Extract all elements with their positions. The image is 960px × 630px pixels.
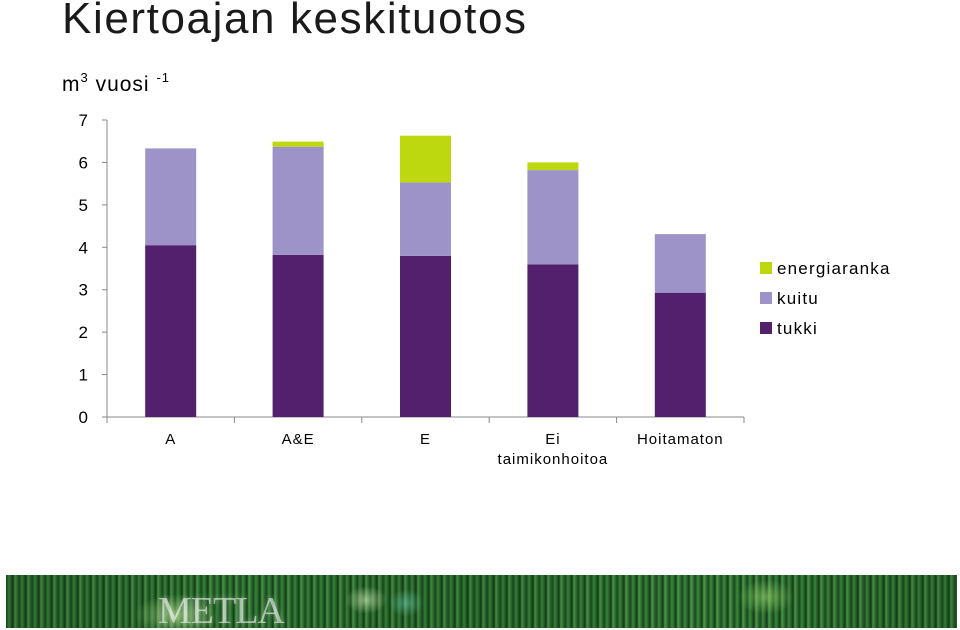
metla-logo: METLA	[158, 590, 285, 628]
legend-swatch-tukki	[760, 322, 772, 334]
bar-tukki	[654, 292, 706, 417]
x-category-label: Ei	[545, 431, 560, 448]
footer-banner: METLA	[6, 575, 957, 628]
unit-base: m	[62, 73, 81, 96]
bar-kuitu	[145, 148, 197, 246]
bar-kuitu	[654, 234, 706, 293]
y-tick-label: 3	[79, 281, 88, 300]
bar-tukki	[145, 245, 197, 417]
y-tick-label: 2	[79, 323, 88, 342]
bar-energiaranka	[527, 162, 579, 170]
bar-tukki	[527, 264, 579, 417]
bar-energiaranka	[272, 141, 324, 147]
legend-label-kuitu: kuitu	[777, 289, 819, 308]
x-category-label: A	[165, 431, 176, 448]
y-tick-label: 0	[79, 408, 88, 427]
y-tick-label: 4	[79, 238, 88, 257]
x-category-label: Hoitamaton	[637, 431, 724, 448]
bar-kuitu	[272, 146, 324, 255]
bar-tukki	[272, 254, 324, 417]
y-tick-label: 7	[79, 111, 88, 130]
legend-label-tukki: tukki	[777, 319, 818, 338]
bar-tukki	[400, 255, 451, 417]
y-tick-label: 6	[79, 153, 88, 172]
stacked-bar-chart: 0 1 2 3 4 5 6 7 A A&E E Ei taimikonhoitoa Hoitamaton e…	[79, 111, 891, 468]
y-axis-unit-label: m3 vuosi -1	[62, 70, 170, 97]
unit-exponent-2: -1	[156, 70, 171, 85]
legend-label-energiaranka: energiaranka	[777, 259, 891, 278]
unit-text: vuosi	[95, 73, 150, 96]
y-tick-label: 1	[79, 366, 88, 385]
unit-exponent: 3	[80, 70, 89, 85]
legend-swatch-energiaranka	[760, 262, 772, 274]
legend-swatch-kuitu	[760, 292, 772, 304]
bar-kuitu	[400, 182, 451, 256]
x-category-label: A&E	[282, 431, 315, 448]
x-category-label: E	[420, 431, 431, 448]
page-title: Kiertoajan keskituotos	[62, 0, 528, 43]
bar-kuitu	[527, 170, 579, 265]
bar-energiaranka	[400, 135, 451, 183]
y-tick-label: 5	[79, 196, 88, 215]
x-category-label: taimikonhoitoa	[498, 451, 609, 468]
